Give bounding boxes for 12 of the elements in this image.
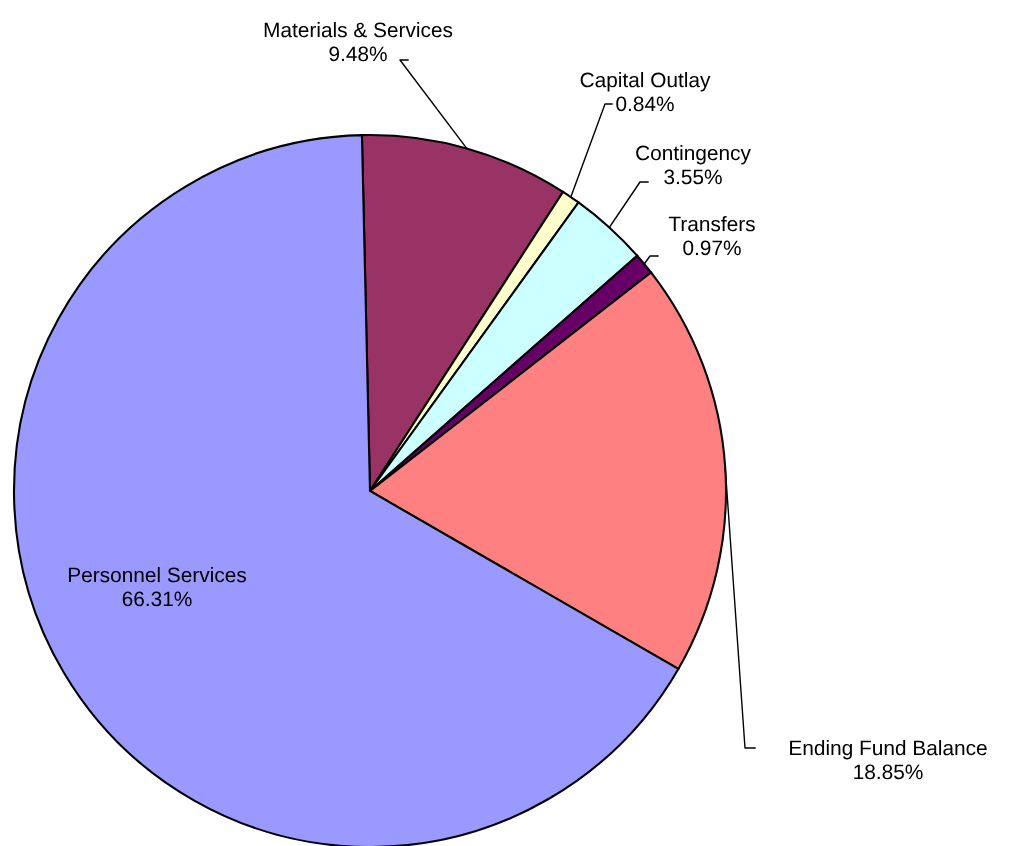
slice-label: Capital Outlay [580, 72, 711, 92]
slice-label: Contingency [636, 145, 751, 165]
data-label: 18.85% [854, 764, 923, 780]
data-label: 0.97% [683, 240, 741, 256]
slice-label: Materials & Services [264, 22, 453, 38]
slice-label: Personnel Services [68, 567, 246, 583]
data-label: 66.31% [122, 591, 192, 607]
data-label: 3.55% [664, 169, 722, 185]
slice-label: Transfers [668, 216, 755, 232]
slice-label: Ending Fund Balance [790, 740, 987, 760]
data-label: 0.84% [616, 96, 674, 112]
data-label: 9.48% [329, 46, 387, 62]
